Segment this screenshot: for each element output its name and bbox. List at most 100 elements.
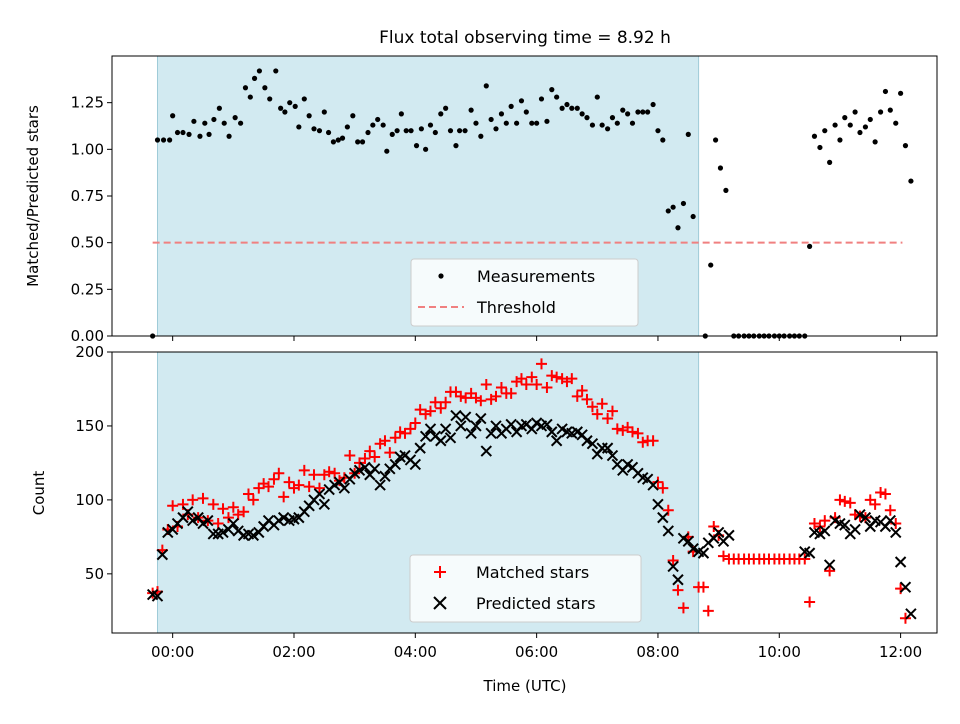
point-measurements — [232, 115, 238, 121]
point-measurements — [584, 115, 590, 121]
point-matched-stars — [207, 498, 219, 510]
point-measurements — [335, 137, 341, 143]
point-predicted-stars — [359, 461, 371, 474]
top-x-ticks — [172, 336, 902, 341]
bottom-axes-frame — [111, 351, 938, 634]
point-matched-stars — [424, 405, 436, 417]
point-measurements — [640, 109, 646, 115]
point-matched-stars — [531, 379, 543, 391]
point-measurements — [344, 124, 350, 130]
point-matched-stars — [247, 494, 259, 506]
point-measurements — [384, 148, 390, 154]
point-measurements — [359, 139, 366, 145]
point-predicted-stars — [455, 420, 467, 432]
point-predicted-stars — [151, 590, 164, 602]
point-matched-stars — [394, 426, 406, 438]
top-legend: Measurements Threshold — [410, 258, 639, 327]
point-measurements — [174, 129, 181, 136]
point-measurements — [902, 143, 909, 149]
point-matched-stars — [526, 371, 538, 383]
point-predicted-stars — [541, 418, 553, 431]
point-measurements — [817, 144, 823, 151]
point-matched-stars — [283, 476, 295, 488]
point-measurements — [605, 126, 611, 132]
point-matched-stars — [799, 553, 811, 565]
point-measurements — [238, 120, 244, 126]
point-predicted-stars — [682, 535, 694, 548]
point-predicted-stars — [450, 409, 462, 422]
point-measurements — [462, 128, 468, 134]
point-measurements — [256, 68, 263, 74]
point-measurements — [403, 128, 409, 134]
point-measurements — [589, 122, 596, 128]
point-matched-stars — [359, 452, 371, 464]
point-measurements — [443, 105, 449, 111]
point-predicted-stars — [505, 418, 517, 431]
point-predicted-stars — [859, 511, 872, 524]
point-matched-stars — [429, 396, 441, 408]
point-matched-stars — [409, 417, 421, 429]
point-measurements — [316, 128, 323, 134]
legend-label-matched-stars: Matched stars — [476, 563, 589, 582]
point-predicted-stars — [662, 525, 674, 537]
point-predicted-stars — [581, 435, 593, 447]
legend-label-measurements: Measurements — [477, 267, 595, 286]
point-predicted-stars — [247, 529, 260, 542]
point-measurements — [296, 124, 302, 130]
point-measurements — [723, 187, 729, 193]
point-matched-stars — [293, 479, 305, 491]
point-measurements — [670, 204, 676, 210]
point-matched-stars — [652, 476, 664, 488]
point-matched-stars — [217, 503, 229, 515]
point-matched-stars — [384, 447, 396, 459]
point-measurements — [544, 118, 550, 124]
point-matched-stars — [167, 500, 179, 512]
point-matched-stars — [197, 492, 209, 504]
point-measurements — [170, 113, 176, 119]
point-matched-stars — [480, 379, 492, 391]
point-predicted-stars — [207, 528, 220, 540]
point-measurements — [350, 113, 356, 119]
point-matched-stars — [455, 390, 467, 402]
point-predicted-stars — [647, 479, 659, 491]
point-matched-stars — [535, 358, 547, 370]
point-predicted-stars — [439, 423, 452, 435]
y-tick-label: 0.75 — [71, 187, 104, 205]
point-matched-stars — [495, 381, 507, 393]
point-measurements — [559, 105, 565, 111]
point-measurements — [453, 143, 459, 149]
point-predicted-stars — [601, 442, 614, 454]
point-measurements — [242, 85, 249, 91]
point-matched-stars — [626, 426, 638, 438]
point-measurements — [226, 133, 232, 139]
bottom-legend: Matched stars Predicted stars — [409, 554, 642, 623]
top-panel: 0.00 0.25 0.50 0.75 1.00 1.25 Matched/Predict… — [24, 55, 938, 345]
point-predicted-stars — [849, 523, 861, 536]
point-measurements — [822, 128, 828, 134]
point-predicted-stars — [884, 514, 896, 527]
point-measurements — [306, 113, 312, 119]
point-measurements — [202, 120, 208, 126]
point-matched-stars — [435, 402, 447, 414]
y-tick-label: 0.50 — [71, 234, 104, 252]
point-matched-stars — [389, 432, 401, 444]
point-predicted-stars — [465, 427, 477, 440]
top-marks — [150, 68, 914, 339]
top-legend-box — [410, 258, 639, 327]
y-tick-label: 50 — [85, 565, 104, 583]
point-measurements — [857, 129, 863, 136]
point-predicted-stars — [374, 479, 386, 491]
x-tick-label: 12:00 — [879, 643, 922, 661]
point-predicted-stars — [803, 547, 816, 559]
point-matched-stars — [657, 482, 669, 494]
point-measurements — [413, 143, 420, 149]
point-measurements — [287, 100, 293, 106]
point-matched-stars — [329, 467, 341, 479]
point-predicted-stars — [227, 517, 240, 530]
point-measurements — [197, 133, 203, 139]
point-matched-stars — [404, 423, 416, 435]
point-predicted-stars — [435, 435, 447, 447]
point-measurements — [438, 111, 444, 117]
y-tick-label: 0.00 — [71, 327, 104, 345]
point-predicted-stars — [353, 464, 366, 477]
